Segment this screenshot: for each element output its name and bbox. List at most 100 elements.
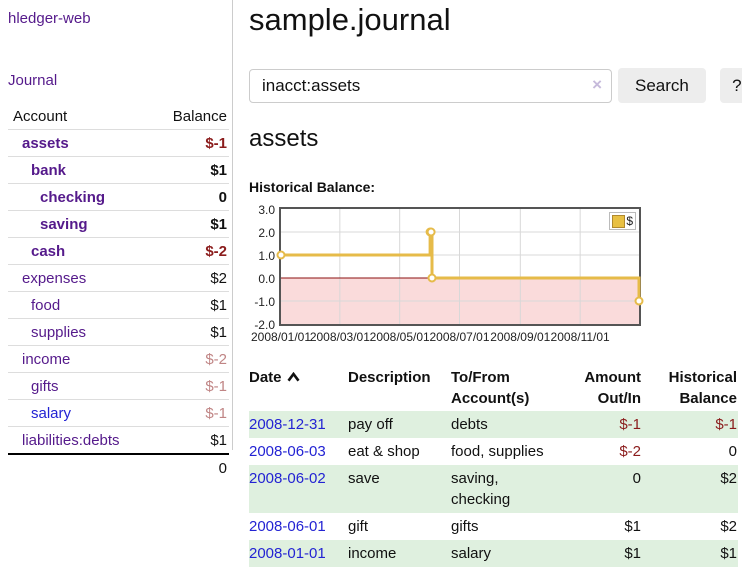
account-link-checking[interactable]: checking — [40, 189, 106, 206]
account-balance: $1 — [154, 156, 229, 184]
balance-chart: $ 3.0 2.0 1.0 0.0 -1.0 -2.0 2008/01/01 2008/03/… — [249, 203, 719, 347]
account-balance: $1 — [154, 426, 229, 455]
app-title-link[interactable]: hledger-web — [8, 10, 91, 27]
transaction-balance: $2 — [720, 470, 737, 487]
transaction-accounts: gifts — [451, 518, 479, 535]
account-row: salary $-1 — [8, 399, 229, 427]
account-link-bank[interactable]: bank — [31, 162, 67, 179]
header-date-label: Date — [249, 369, 282, 386]
account-link-assets[interactable]: assets — [22, 135, 69, 152]
account-link-cash[interactable]: cash — [31, 243, 66, 260]
account-link-income[interactable]: income — [22, 351, 71, 368]
sidebar-item-journal[interactable]: Journal — [8, 72, 58, 89]
register-table: Date Description To/From Account(s) Amou… — [249, 365, 738, 567]
account-balance: $1 — [154, 291, 229, 319]
chart-plot-area: $ — [276, 207, 644, 326]
account-link-expenses[interactable]: expenses — [22, 270, 87, 287]
search-button[interactable]: Search — [618, 68, 706, 103]
account-link-saving[interactable]: saving — [40, 216, 88, 233]
x-axis-tick-label: 2008/07/01 — [429, 330, 490, 344]
account-row: expenses $2 — [8, 264, 229, 292]
transaction-amount: $1 — [624, 518, 641, 535]
y-axis-tick-label: 0.0 — [258, 272, 275, 286]
accounts-header-account: Account — [8, 103, 155, 130]
register-header-row: Date Description To/From Account(s) Amou… — [249, 365, 738, 411]
y-axis-tick-label: -1.0 — [254, 295, 275, 309]
account-row: gifts $-1 — [8, 372, 229, 400]
account-link-salary[interactable]: salary — [31, 405, 72, 422]
account-link-food[interactable]: food — [31, 297, 61, 314]
header-balance-line2: Balance — [679, 390, 737, 407]
register-row: 2008-12-31 pay off debts $-1 $-1 — [249, 411, 738, 438]
header-accounts: To/From Account(s) — [451, 365, 555, 411]
transaction-accounts: saving, checking — [451, 470, 511, 508]
transaction-date-link[interactable]: 2008-06-03 — [249, 443, 326, 460]
header-balance: Historical Balance — [642, 365, 738, 411]
page-title: sample.journal — [249, 2, 451, 37]
transaction-description: save — [348, 470, 380, 487]
account-balance: $-1 — [154, 399, 229, 427]
account-row: saving $1 — [8, 210, 229, 238]
account-row: cash $-2 — [8, 237, 229, 265]
register-table-body: 2008-12-31 pay off debts $-1 $-1 2008-06-03 ea… — [249, 411, 738, 567]
transaction-description: gift — [348, 518, 369, 535]
y-axis-tick-label: 2.0 — [258, 226, 275, 240]
account-balance: $-2 — [154, 237, 229, 265]
legend-swatch-icon — [612, 214, 626, 228]
transaction-date-link[interactable]: 2008-06-02 — [249, 470, 326, 487]
account-row: bank $1 — [8, 156, 229, 184]
account-row: checking 0 — [8, 183, 229, 211]
transaction-balance: $-1 — [715, 416, 737, 433]
header-date[interactable]: Date — [249, 365, 348, 411]
search-input[interactable] — [249, 68, 612, 103]
header-description: Description — [348, 369, 431, 386]
sidebar: hledger-web Journal Account Balance asse… — [0, 0, 233, 481]
transaction-amount: 0 — [632, 470, 641, 487]
transaction-date-link[interactable]: 2008-12-31 — [249, 416, 326, 433]
accounts-total-value: 0 — [8, 453, 229, 481]
y-axis-tick-label: 3.0 — [258, 203, 275, 217]
account-link-supplies[interactable]: supplies — [31, 324, 87, 341]
account-balance: $-1 — [154, 129, 229, 157]
help-button[interactable]: ? — [719, 68, 742, 103]
search-row: × Search ? — [249, 68, 742, 103]
register-row: 2008-06-03 eat & shop food, supplies $-2 0 — [249, 438, 738, 465]
register-row: 2008-06-01 gift gifts $1 $2 — [249, 513, 738, 540]
accounts-table: Account Balance assets $-1 bank $1 checking 0… — [8, 103, 229, 481]
accounts-table-body: assets $-1 bank $1 checking 0 saving $1 cash $-2 e… — [8, 129, 229, 455]
account-balance: $2 — [154, 264, 229, 292]
x-axis-tick-label: 2008/01/01 — [250, 330, 312, 344]
transaction-date-link[interactable]: 2008-06-01 — [249, 518, 326, 535]
main-panel: sample.journal × Search ? assets Histori… — [233, 0, 742, 567]
account-row: food $1 — [8, 291, 229, 319]
transaction-description: eat & shop — [348, 443, 420, 460]
transaction-balance: $1 — [720, 545, 737, 562]
accounts-total-row: 0 — [8, 453, 229, 481]
account-link-gifts[interactable]: gifts — [31, 378, 59, 395]
header-amount-line2: Out/In — [597, 390, 641, 407]
transaction-date-link[interactable]: 2008-01-01 — [249, 545, 326, 562]
register-row: 2008-06-02 save saving, checking 0 $2 — [249, 465, 738, 513]
y-axis-tick-label: -2.0 — [254, 318, 275, 332]
chart-legend: $ — [609, 212, 636, 230]
x-axis-tick-label: 2008/05/01 — [369, 330, 430, 344]
x-axis-tick-label: 2008/11/01 — [550, 330, 610, 344]
y-axis-tick-label: 1.0 — [258, 249, 275, 263]
sort-ascending-icon — [286, 371, 300, 382]
account-row: supplies $1 — [8, 318, 229, 346]
transaction-description: income — [348, 545, 397, 562]
chart-label: Historical Balance: — [249, 179, 376, 195]
account-balance: 0 — [154, 183, 229, 211]
transaction-accounts: food, supplies — [451, 443, 544, 460]
clear-search-icon[interactable]: × — [592, 74, 602, 94]
account-row: income $-2 — [8, 345, 229, 373]
account-row: liabilities:debts $1 — [8, 426, 229, 455]
legend-label: $ — [626, 214, 633, 228]
account-balance: $-1 — [154, 372, 229, 400]
account-balance: $1 — [154, 210, 229, 238]
account-balance: $-2 — [154, 345, 229, 373]
header-amount: Amount Out/In — [555, 365, 642, 411]
account-link-liabilities-debts[interactable]: liabilities:debts — [22, 432, 120, 449]
transaction-amount: $-1 — [619, 416, 641, 433]
transaction-balance: $2 — [720, 518, 737, 535]
